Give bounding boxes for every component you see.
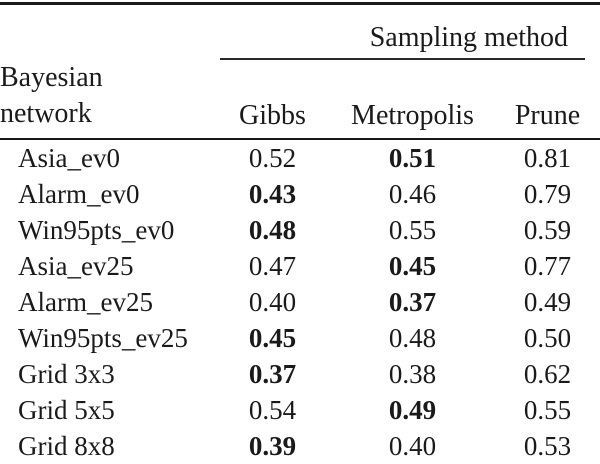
network-name: Grid 5x5 bbox=[18, 394, 115, 425]
value-cell-best: 0.51 bbox=[388, 142, 437, 173]
value-cell: 0.50 bbox=[523, 322, 572, 353]
value-cell: 0.40 bbox=[388, 430, 437, 461]
group-header-row: Sampling method bbox=[0, 4, 600, 61]
value-cell: 0.54 bbox=[248, 394, 297, 425]
value-cell: 0.48 bbox=[388, 322, 437, 353]
value-cell-best: 0.45 bbox=[248, 322, 297, 353]
value-cell-best: 0.43 bbox=[248, 178, 297, 209]
table-row: Asia_ev25 0.47 0.45 0.77 bbox=[0, 248, 600, 284]
spacer-cell bbox=[0, 4, 215, 61]
network-name: Win95pts_ev25 bbox=[18, 322, 188, 353]
value-cell: 0.55 bbox=[388, 214, 437, 245]
group-header-label: Sampling method bbox=[369, 22, 569, 54]
value-cell: 0.55 bbox=[523, 394, 572, 425]
group-header-cell: Sampling method bbox=[215, 4, 600, 60]
network-name: Alarm_ev0 bbox=[18, 178, 140, 209]
value-cell: 0.77 bbox=[523, 250, 572, 281]
row-header-line2: network bbox=[0, 98, 92, 129]
value-cell: 0.40 bbox=[248, 286, 297, 317]
row-header-line1: Bayesian bbox=[0, 62, 103, 93]
column-header-row: Bayesian network Gibbs Metropolis Prune bbox=[0, 60, 600, 140]
value-cell-best: 0.48 bbox=[248, 214, 297, 245]
value-cell: 0.81 bbox=[523, 142, 572, 173]
column-header-metropolis: Metropolis bbox=[330, 60, 495, 140]
value-cell: 0.46 bbox=[388, 178, 437, 209]
table-row: Grid 8x8 0.39 0.40 0.53 bbox=[0, 428, 600, 464]
value-cell: 0.47 bbox=[248, 250, 297, 281]
value-cell: 0.52 bbox=[248, 142, 297, 173]
value-cell-best: 0.45 bbox=[388, 250, 437, 281]
network-name: Alarm_ev25 bbox=[18, 286, 153, 317]
value-cell-best: 0.39 bbox=[248, 430, 297, 461]
value-cell: 0.53 bbox=[523, 430, 572, 461]
column-header-gibbs: Gibbs bbox=[215, 60, 330, 140]
table-row: Grid 3x3 0.37 0.38 0.62 bbox=[0, 356, 600, 392]
table-row: Alarm_ev0 0.43 0.46 0.79 bbox=[0, 176, 600, 212]
table-row: Win95pts_ev25 0.45 0.48 0.50 bbox=[0, 320, 600, 356]
table-row: Win95pts_ev0 0.48 0.55 0.59 bbox=[0, 212, 600, 248]
value-cell: 0.59 bbox=[523, 214, 572, 245]
sampling-method-rule bbox=[220, 58, 586, 60]
column-header-prune: Prune bbox=[495, 60, 600, 140]
table-body: Asia_ev0 0.52 0.51 0.81 Alarm_ev0 0.43 0.46 0.7… bbox=[0, 139, 600, 464]
row-header-bayesian-network: Bayesian network bbox=[0, 60, 215, 140]
network-name: Grid 8x8 bbox=[18, 430, 115, 461]
value-cell: 0.79 bbox=[523, 178, 572, 209]
value-cell-best: 0.37 bbox=[388, 286, 437, 317]
network-name: Asia_ev0 bbox=[18, 142, 120, 173]
table-row: Asia_ev0 0.52 0.51 0.81 bbox=[0, 139, 600, 176]
table-row: Grid 5x5 0.54 0.49 0.55 bbox=[0, 392, 600, 428]
value-cell-best: 0.37 bbox=[248, 358, 297, 389]
value-cell: 0.38 bbox=[388, 358, 437, 389]
network-name: Win95pts_ev0 bbox=[18, 214, 175, 245]
table-row: Alarm_ev25 0.40 0.37 0.49 bbox=[0, 284, 600, 320]
value-cell: 0.62 bbox=[523, 358, 572, 389]
value-cell-best: 0.49 bbox=[388, 394, 437, 425]
network-name: Asia_ev25 bbox=[18, 250, 134, 281]
value-cell: 0.49 bbox=[523, 286, 572, 317]
network-name: Grid 3x3 bbox=[18, 358, 115, 389]
